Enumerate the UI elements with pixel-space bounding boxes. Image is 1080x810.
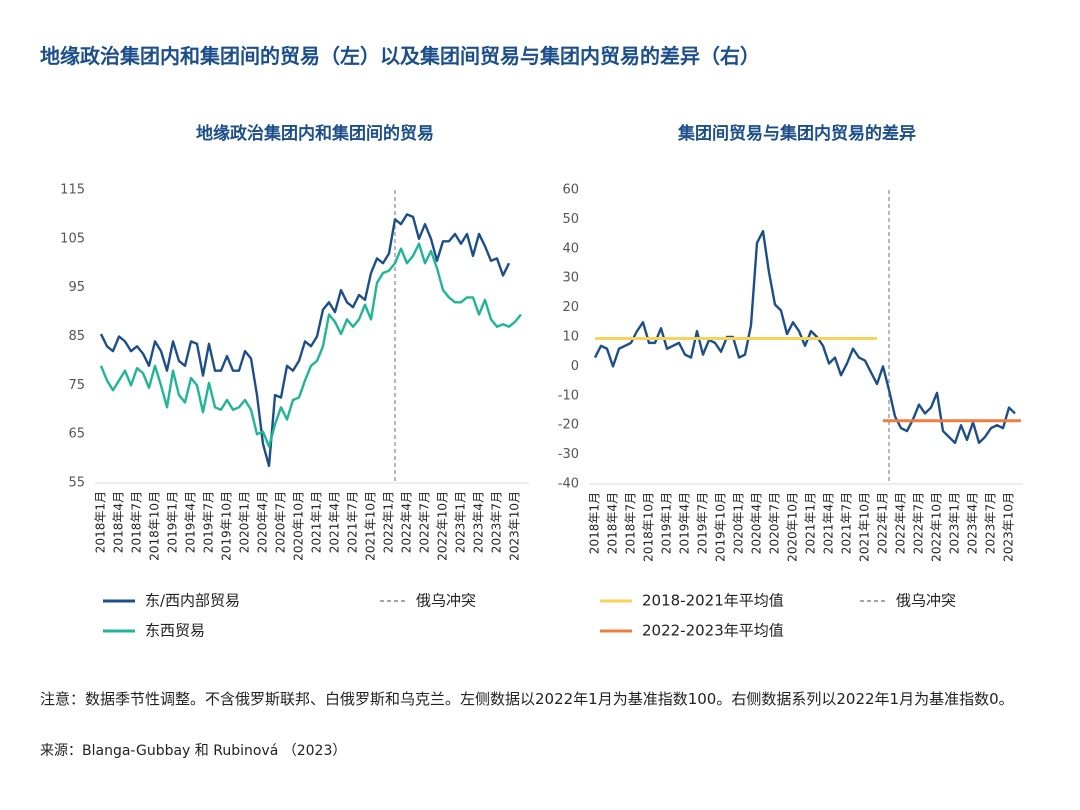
x-tick-label: 2021年7月 [840,492,854,554]
y-tick-label: 40 [562,241,579,256]
x-tick-label: 2022年4月 [400,491,414,553]
x-tick-label: 2023年10月 [508,491,522,561]
x-tick-label: 2020年7月 [768,492,782,554]
y-tick-label: 95 [68,280,85,295]
data-line [99,242,522,448]
x-tick-label: 2019年4月 [184,491,198,553]
x-tick-label: 2018年1月 [94,491,108,553]
y-tick-label: -10 [558,388,579,403]
x-tick-label: 2021年7月 [346,491,360,553]
legend-label: 东/西内部贸易 [145,592,240,610]
x-tick-label: 2021年10月 [858,492,872,562]
x-tick-label: 2020年1月 [732,492,746,554]
y-tick-label: -30 [558,447,579,462]
data-line [593,229,1016,445]
y-tick-label: 65 [68,427,85,442]
y-tick-label: -40 [558,477,579,492]
x-tick-label: 2018年4月 [606,492,620,554]
legend-label: 2022-2023年平均值 [642,622,784,640]
x-tick-label: 2018年1月 [588,492,602,554]
x-tick-label: 2019年7月 [202,491,216,553]
main-title: 地缘政治集团内和集团间的贸易（左）以及集团间贸易与集团内贸易的差异（右） [40,44,760,68]
x-tick-label: 2020年4月 [750,492,764,554]
y-tick-label: 85 [68,329,85,344]
y-tick-label: 50 [562,212,579,227]
x-tick-label: 2023年1月 [454,491,468,553]
x-tick-label: 2023年7月 [490,491,504,553]
x-tick-label: 2023年4月 [472,491,486,553]
y-tick-label: 75 [68,378,85,393]
y-tick-label: -20 [558,418,579,433]
y-tick-label: 105 [60,231,85,246]
x-tick-label: 2022年1月 [876,492,890,554]
y-tick-label: 10 [562,330,579,345]
x-tick-label: 2018年7月 [130,491,144,553]
x-tick-label: 2022年7月 [418,491,432,553]
y-tick-label: 30 [562,271,579,286]
x-tick-label: 2018年10月 [148,491,162,561]
x-tick-label: 2023年7月 [984,492,998,554]
x-tick-label: 2023年1月 [948,492,962,554]
data-line [99,213,511,468]
x-tick-label: 2022年7月 [912,492,926,554]
x-tick-label: 2020年10月 [786,492,800,562]
legend-label: 俄乌冲突 [416,592,476,610]
note: 注意：数据季节性调整。不含俄罗斯联邦、白俄罗斯和乌克兰。左侧数据以2022年1月… [40,690,1014,708]
x-tick-label: 2021年10月 [364,491,378,561]
x-tick-label: 2023年4月 [966,492,980,554]
x-tick-label: 2018年7月 [624,492,638,554]
y-tick-label: 55 [68,476,85,491]
x-tick-label: 2019年10月 [220,491,234,561]
y-tick-label: 0 [571,359,579,374]
x-tick-label: 2020年4月 [256,491,270,553]
chart-subtitle: 集团间贸易与集团内贸易的差异 [677,123,916,144]
y-tick-label: 20 [562,300,579,315]
x-tick-label: 2018年10月 [642,492,656,562]
x-tick-label: 2022年4月 [894,492,908,554]
x-tick-label: 2019年7月 [696,492,710,554]
x-tick-label: 2021年1月 [804,492,818,554]
x-tick-label: 2019年1月 [660,492,674,554]
x-tick-label: 2019年10月 [714,492,728,562]
x-tick-label: 2021年4月 [328,491,342,553]
legend-label: 2018-2021年平均值 [642,592,784,610]
source: 来源：Blanga-Gubbay 和 Rubinová （2023） [40,743,347,759]
legend-label: 东西贸易 [145,622,205,640]
x-tick-label: 2022年10月 [436,491,450,561]
x-tick-label: 2019年4月 [678,492,692,554]
x-tick-label: 2022年10月 [930,492,944,562]
y-tick-label: 60 [562,183,579,198]
x-tick-label: 2019年1月 [166,491,180,553]
x-tick-label: 2018年4月 [112,491,126,553]
x-tick-label: 2020年1月 [238,491,252,553]
x-tick-label: 2021年1月 [310,491,324,553]
x-tick-label: 2022年1月 [382,491,396,553]
x-tick-label: 2021年4月 [822,492,836,554]
y-tick-label: 115 [60,183,85,198]
legend-label: 俄乌冲突 [896,592,956,610]
x-tick-label: 2020年10月 [292,491,306,561]
chart-subtitle: 地缘政治集团内和集团间的贸易 [196,123,434,144]
x-tick-label: 2023年10月 [1002,492,1016,562]
x-tick-label: 2020年7月 [274,491,288,553]
